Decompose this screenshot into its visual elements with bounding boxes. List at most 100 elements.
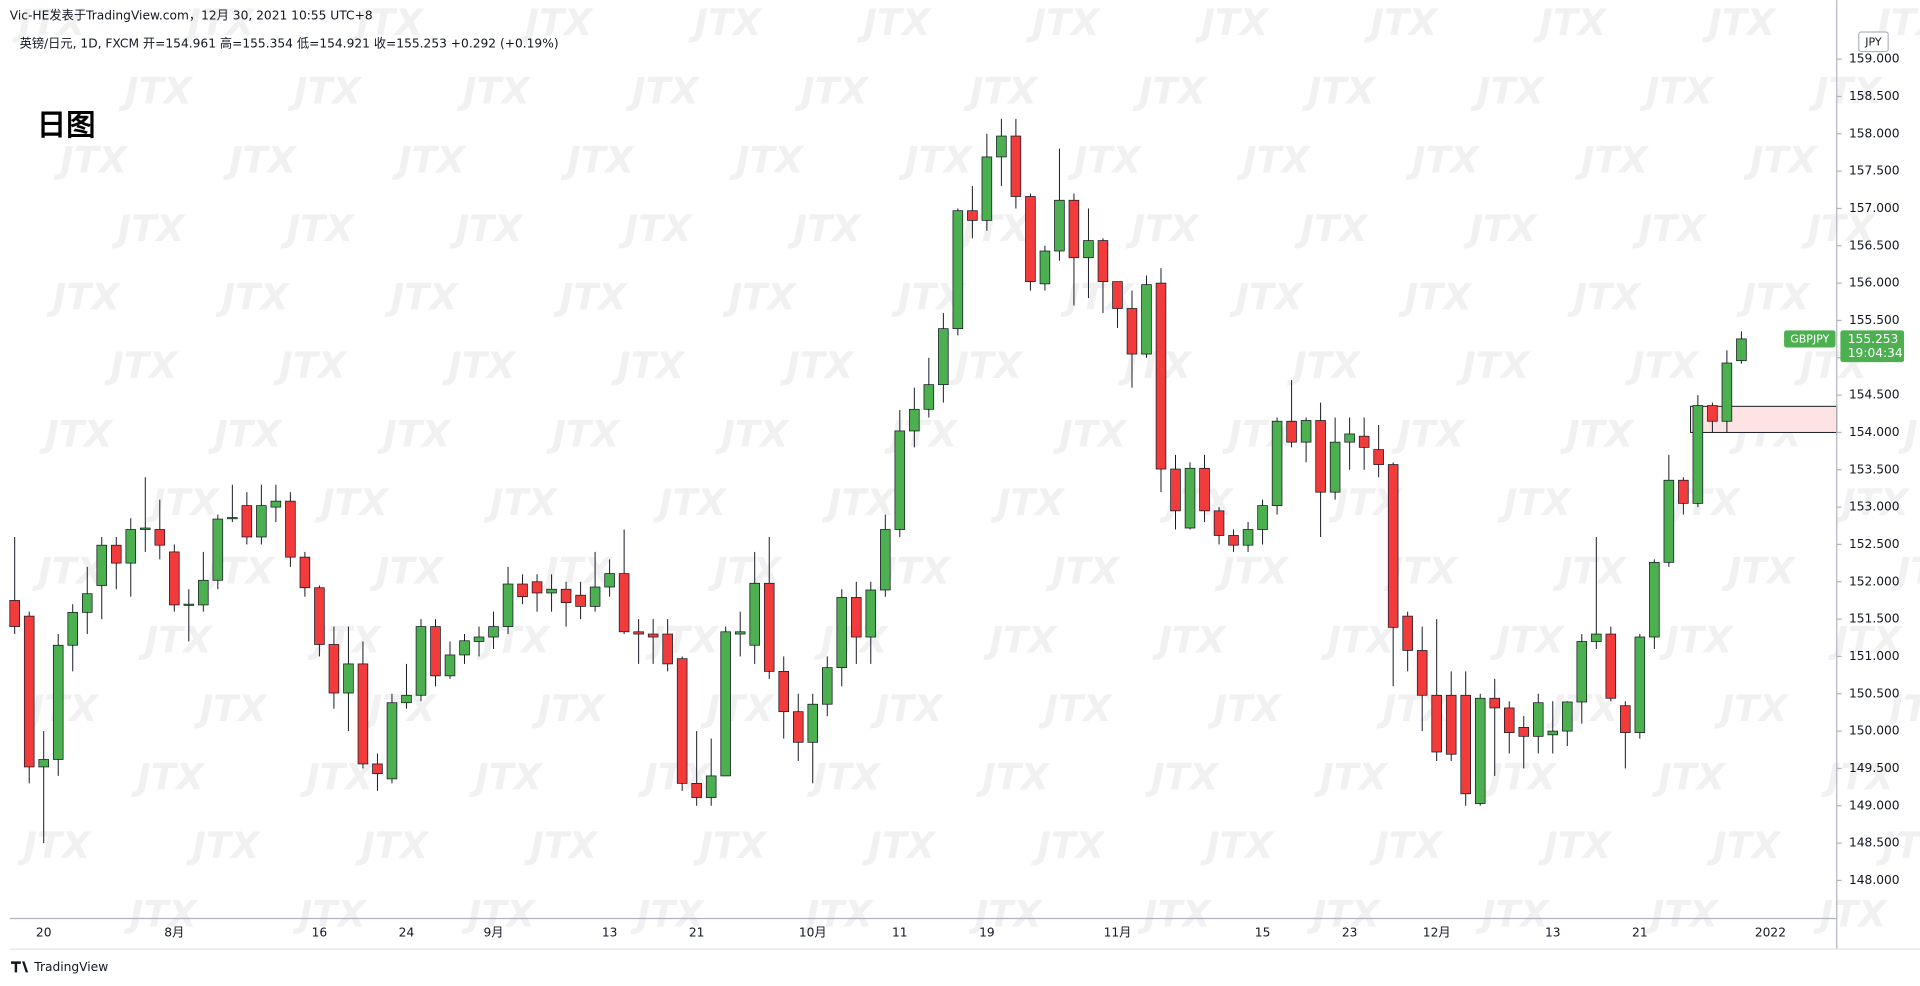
watermark: JTX: [786, 207, 862, 250]
y-tick-label: 152.500: [1849, 537, 1900, 551]
candle-body: [198, 579, 209, 606]
x-tick-label: 12月: [1423, 926, 1451, 940]
candle-body: [1533, 702, 1544, 737]
watermark: JTX: [280, 207, 356, 250]
candle-body: [212, 518, 224, 581]
candle-body: [1068, 199, 1080, 259]
candle-body: [401, 694, 412, 704]
watermark: JTX: [46, 275, 122, 318]
watermark: JTX: [1639, 70, 1715, 113]
x-tick-label: 13: [602, 926, 618, 940]
watermark: JTX: [990, 481, 1066, 524]
candle-body: [589, 586, 601, 607]
candle-body: [96, 544, 108, 586]
candle-body: [807, 703, 819, 743]
candle-body: [691, 783, 702, 798]
watermark: JTX: [16, 824, 92, 867]
watermark: JTX: [272, 344, 348, 387]
plot: [9, 118, 1838, 844]
candle-body: [343, 663, 354, 694]
y-tick-label: 149.000: [1849, 798, 1900, 812]
candle-body: [1228, 535, 1239, 546]
y-tick-label: 157.500: [1849, 164, 1900, 178]
watermark: JTX: [461, 893, 537, 936]
watermark: JTX: [963, 70, 1039, 113]
candle-body: [1387, 464, 1399, 628]
candle-body: [792, 711, 804, 743]
watermark: JTX: [553, 275, 629, 318]
candle-body: [1213, 510, 1225, 536]
watermark: JTX: [617, 207, 693, 250]
watermark: JTX: [1489, 618, 1565, 661]
candle-body: [81, 593, 93, 613]
watermark: JTX: [610, 344, 686, 387]
watermark: JTX: [630, 893, 706, 936]
x-tick-label: 8月: [164, 926, 184, 940]
watermark: JTX: [1397, 275, 1473, 318]
y-tick-label: 152.000: [1849, 574, 1900, 588]
candle-body: [386, 702, 398, 780]
watermark: JTX: [1320, 618, 1396, 661]
watermark: JTX: [722, 275, 798, 318]
watermark: JTX: [799, 893, 875, 936]
candle-body: [546, 588, 557, 594]
brand: TradingView: [33, 960, 108, 974]
x-tick-label: 9月: [484, 926, 504, 940]
watermark: JTX: [861, 824, 937, 867]
candle-body: [633, 631, 644, 635]
watermarks: JTX JTX JTX JTX JTX JTX JTX JTX JTX JTX JTX JTX JTX J…: [11, 1, 1920, 935]
watermark: JTX: [441, 344, 517, 387]
candle-body: [169, 551, 180, 606]
candle-body: [1402, 615, 1413, 651]
candle-body: [227, 517, 238, 520]
candle-body: [749, 582, 760, 646]
x-tick-label: 19: [979, 926, 995, 940]
watermark: JTX: [207, 413, 283, 456]
candle-body: [880, 529, 891, 591]
watermark: JTX: [193, 687, 269, 730]
watermark: JTX: [1229, 275, 1305, 318]
y-tick-label: 150.000: [1849, 724, 1900, 738]
candle-body: [299, 556, 311, 589]
watermark: JTX: [1286, 344, 1362, 387]
currency: JPY: [1864, 35, 1882, 48]
candle-body: [110, 544, 122, 564]
y-tick-label: 158.000: [1849, 126, 1900, 140]
watermark: JTX: [1820, 755, 1896, 798]
watermark: JTX: [692, 824, 768, 867]
watermark: JTX: [644, 618, 720, 661]
candle-body: [996, 135, 1007, 158]
y-tick-label: 159.000: [1849, 52, 1900, 66]
watermark: JTX: [11, 1, 87, 44]
candle-body: [1721, 362, 1733, 422]
y-tick-label: 151.000: [1849, 649, 1900, 663]
watermark: JTX: [1470, 70, 1546, 113]
watermark: JTX: [955, 207, 1031, 250]
candle-body: [1605, 633, 1617, 699]
watermark: JTX: [222, 138, 298, 181]
candle-body: [1562, 701, 1573, 732]
y-tick-label: 154.000: [1849, 425, 1900, 439]
y-tick-label: 149.500: [1849, 761, 1900, 775]
watermark: JTX: [1631, 207, 1707, 250]
candle-body: [1489, 697, 1500, 709]
candle-body: [1460, 694, 1471, 795]
watermark: JTX: [292, 893, 368, 936]
watermark: JTX: [483, 481, 559, 524]
candle-body: [488, 626, 499, 638]
watermark: JTX: [1743, 138, 1819, 181]
candle-body: [952, 210, 964, 330]
candle-body: [647, 633, 659, 638]
watermark: JTX: [625, 70, 701, 113]
candle-body: [23, 615, 35, 768]
watermark: JTX: [968, 893, 1044, 936]
watermark: JTX: [1658, 618, 1734, 661]
watermark: JTX: [200, 550, 276, 593]
candle-body: [821, 667, 833, 705]
candle-body: [328, 644, 340, 694]
watermark: JTX: [869, 687, 945, 730]
watermark: JTX: [1808, 70, 1884, 113]
candle-body: [1649, 561, 1660, 638]
watermark: JTX: [376, 413, 452, 456]
candle-body: [1692, 405, 1704, 504]
